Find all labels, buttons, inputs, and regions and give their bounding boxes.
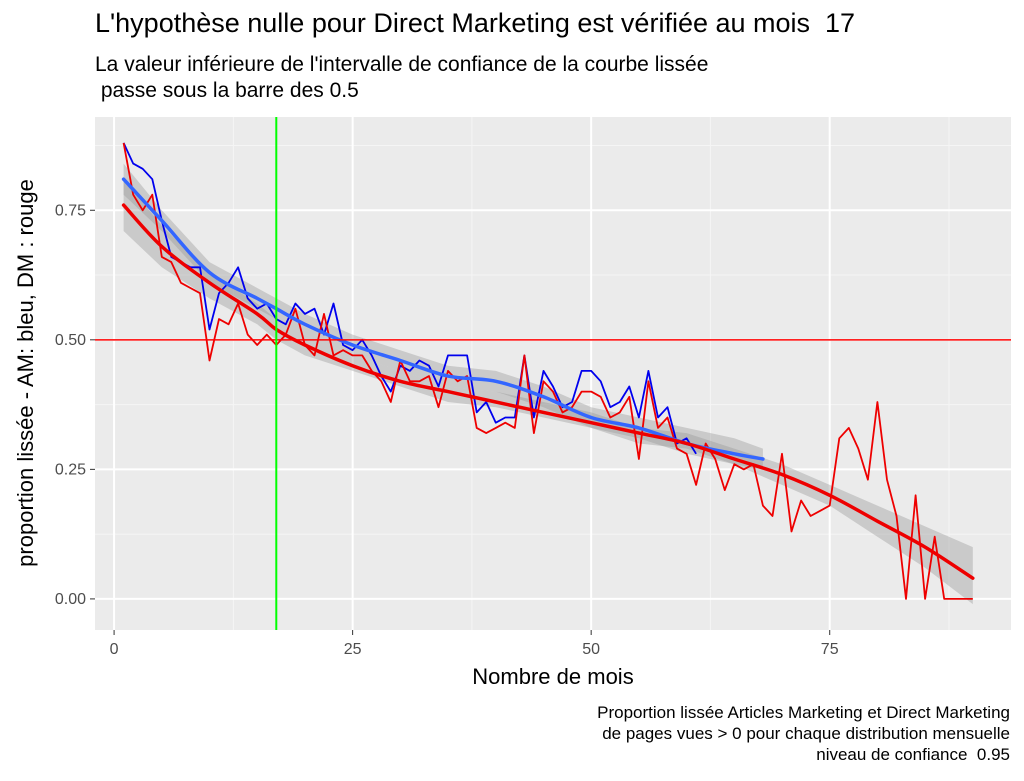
x-axis-title: Nombre de mois (472, 664, 633, 689)
x-axis-ticks: 0 25 50 75 (110, 630, 839, 658)
y-tick-label: 0.00 (55, 591, 86, 608)
plot-panel (95, 117, 1011, 630)
chart-subtitle: La valeur inférieure de l'intervalle de … (95, 52, 708, 104)
x-tick-label: 25 (344, 641, 362, 658)
confidence-band-2 (123, 163, 763, 470)
y-tick-label: 0.75 (55, 202, 86, 219)
y-axis-title: proportion lissée - AM: bleu, DM : rouge (13, 179, 38, 567)
grid-minor (95, 117, 1011, 630)
reference-lines (95, 117, 1011, 630)
raw-line-0 (122, 142, 697, 455)
x-tick-label: 0 (110, 641, 119, 658)
x-tick-label: 50 (582, 641, 600, 658)
subtitle-line-2: passe sous la barre des 0.5 (95, 79, 359, 102)
chart-title: L'hypothèse nulle pour Direct Marketing … (95, 8, 856, 38)
y-tick-label: 0.25 (55, 461, 86, 478)
chart-caption: Proportion lissée Articles Marketing et … (597, 702, 1010, 765)
smoothed-line-3 (121, 203, 975, 580)
y-tick-label: 0.50 (55, 332, 86, 349)
caption-line-2: de pages vues > 0 pour chaque distributi… (602, 724, 1010, 743)
caption-line-1: Proportion lissée Articles Marketing et … (597, 703, 1010, 722)
y-axis-ticks: 0.00 0.25 0.50 0.75 (55, 202, 95, 608)
smoothed-line-2 (121, 177, 765, 461)
x-tick-label: 75 (821, 641, 839, 658)
chart: 0 25 50 75 0.000.250.500.75 Nombre de mois … (13, 117, 1011, 689)
smoothed-series-lines (121, 177, 975, 580)
caption-line-3: niveau de confiance 0.95 (816, 745, 1010, 764)
subtitle-line-1: La valeur inférieure de l'intervalle de … (95, 53, 709, 76)
confidence-ribbons (123, 163, 973, 605)
